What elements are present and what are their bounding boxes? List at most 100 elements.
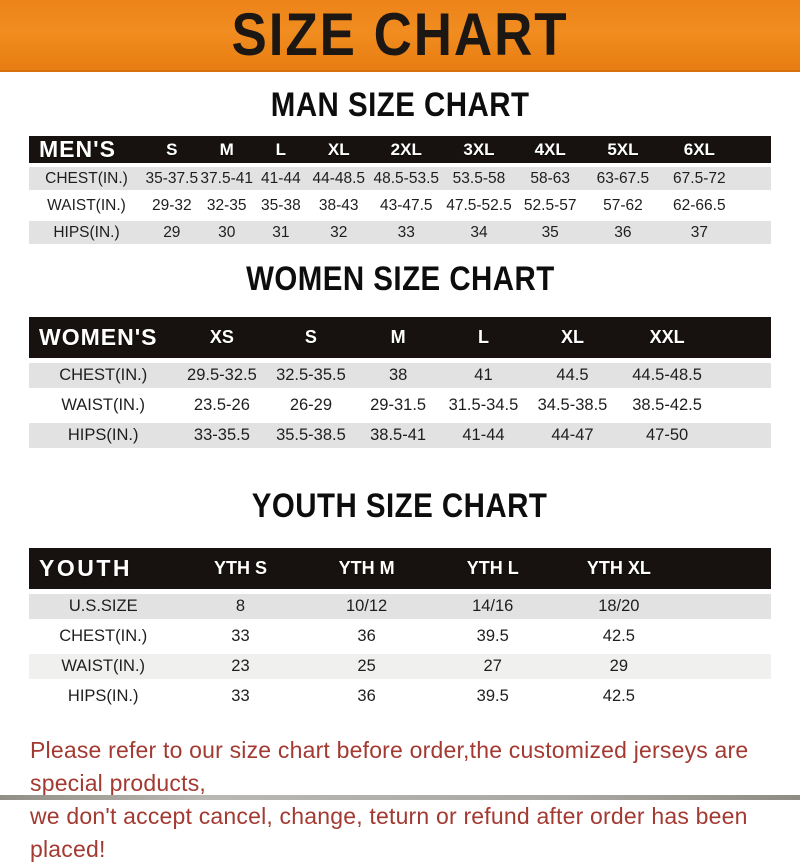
cell-value: 14/16 bbox=[429, 594, 556, 619]
cell-value: 39.5 bbox=[429, 624, 556, 649]
mens-header-row: MEN'S S M L XL 2XL 3XL 4XL 5XL 6XL bbox=[29, 136, 771, 163]
womens-table-row: HIPS(IN.) 33-35.5 35.5-38.5 38.5-41 41-44 44-… bbox=[29, 423, 771, 448]
cell-value: 33 bbox=[177, 624, 304, 649]
womens-table-row: CHEST(IN.) 29.5-32.5 32.5-35.5 38 41 44.5 44.5… bbox=[29, 363, 771, 388]
size-column-header: S bbox=[266, 317, 356, 358]
cell-value: 36 bbox=[303, 624, 430, 649]
row-label: CHEST(IN.) bbox=[29, 624, 178, 649]
cell-value: 44.5-48.5 bbox=[618, 363, 716, 388]
cell-value: 31 bbox=[253, 221, 308, 244]
filler-cell bbox=[715, 317, 771, 358]
size-column-header: 6XL bbox=[660, 136, 739, 163]
cell-value: 36 bbox=[585, 221, 661, 244]
youth-size-chart-title: YOUTH SIZE CHART bbox=[252, 485, 548, 526]
size-column-header: M bbox=[355, 317, 441, 358]
filler-cell bbox=[738, 167, 771, 190]
size-column-header: XL bbox=[307, 136, 370, 163]
size-column-header: 4XL bbox=[514, 136, 586, 163]
cell-value: 52.5-57 bbox=[514, 194, 586, 217]
mens-size-table: MEN'S S M L XL 2XL 3XL 4XL 5XL 6XL CHEST(IN.) 35-37… bbox=[29, 132, 771, 248]
cell-value: 47-50 bbox=[618, 423, 716, 448]
mens-table-row: HIPS(IN.) 29 30 31 32 33 34 35 36 37 bbox=[29, 221, 771, 244]
cell-value: 53.5-58 bbox=[442, 167, 515, 190]
cell-value: 38.5-42.5 bbox=[618, 393, 716, 418]
footer-note-line2: we don't accept cancel, change, teturn o… bbox=[30, 803, 748, 862]
youth-table-row: CHEST(IN.) 33 36 39.5 42.5 bbox=[29, 624, 771, 649]
cell-value: 31.5-34.5 bbox=[440, 393, 527, 418]
row-label: WAIST(IN.) bbox=[29, 194, 144, 217]
cell-value: 62-66.5 bbox=[660, 194, 739, 217]
cell-value: 33 bbox=[369, 221, 443, 244]
women-size-chart-title: WOMEN SIZE CHART bbox=[245, 258, 555, 299]
womens-size-table: WOMEN'S XS S M L XL XXL CHEST(IN.) 29.5-32.5 32.5… bbox=[29, 312, 771, 453]
filler-cell bbox=[681, 684, 771, 709]
footer-disclaimer: Please refer to our size chart before or… bbox=[30, 734, 800, 866]
row-label: HIPS(IN.) bbox=[29, 684, 178, 709]
cell-value: 29 bbox=[144, 221, 200, 244]
cell-value: 44-47 bbox=[526, 423, 619, 448]
cell-value: 63-67.5 bbox=[585, 167, 661, 190]
cell-value: 32 bbox=[307, 221, 370, 244]
cell-value: 38.5-41 bbox=[355, 423, 441, 448]
size-column-header: 5XL bbox=[585, 136, 661, 163]
cell-value: 41 bbox=[440, 363, 527, 388]
cell-value: 35-38 bbox=[253, 194, 308, 217]
size-column-header: XXL bbox=[618, 317, 716, 358]
size-column-header: S bbox=[144, 136, 200, 163]
size-column-header: L bbox=[253, 136, 308, 163]
bottom-edge-strip bbox=[0, 795, 800, 800]
cell-value: 34 bbox=[442, 221, 515, 244]
footer-note-line1: Please refer to our size chart before or… bbox=[30, 737, 749, 796]
youth-header-label: YOUTH bbox=[29, 548, 178, 589]
filler-cell bbox=[715, 363, 771, 388]
cell-value: 57-62 bbox=[585, 194, 661, 217]
filler-cell bbox=[715, 393, 771, 418]
filler-cell bbox=[681, 654, 771, 679]
size-column-header: YTH M bbox=[303, 548, 430, 589]
youth-table-row: U.S.SIZE 8 10/12 14/16 18/20 bbox=[29, 594, 771, 619]
cell-value: 42.5 bbox=[555, 624, 682, 649]
cell-value: 35-37.5 bbox=[144, 167, 200, 190]
cell-value: 32-35 bbox=[199, 194, 254, 217]
cell-value: 30 bbox=[199, 221, 254, 244]
filler-cell bbox=[738, 221, 771, 244]
cell-value: 29.5-32.5 bbox=[177, 363, 267, 388]
cell-value: 10/12 bbox=[303, 594, 430, 619]
womens-table-row: WAIST(IN.) 23.5-26 26-29 29-31.5 31.5-34.5 34… bbox=[29, 393, 771, 418]
size-column-header: M bbox=[199, 136, 254, 163]
cell-value: 43-47.5 bbox=[369, 194, 443, 217]
cell-value: 35 bbox=[514, 221, 586, 244]
row-label: HIPS(IN.) bbox=[29, 423, 178, 448]
cell-value: 27 bbox=[429, 654, 556, 679]
cell-value: 58-63 bbox=[514, 167, 586, 190]
size-column-header: L bbox=[440, 317, 527, 358]
cell-value: 18/20 bbox=[555, 594, 682, 619]
womens-header-label: WOMEN'S bbox=[29, 317, 178, 358]
row-label: CHEST(IN.) bbox=[29, 363, 178, 388]
cell-value: 41-44 bbox=[253, 167, 308, 190]
cell-value: 29 bbox=[555, 654, 682, 679]
row-label: CHEST(IN.) bbox=[29, 167, 144, 190]
filler-cell bbox=[681, 594, 771, 619]
cell-value: 37.5-41 bbox=[199, 167, 254, 190]
cell-value: 42.5 bbox=[555, 684, 682, 709]
cell-value: 25 bbox=[303, 654, 430, 679]
cell-value: 41-44 bbox=[440, 423, 527, 448]
size-column-header: YTH L bbox=[429, 548, 556, 589]
size-chart-banner: SIZE CHART bbox=[0, 0, 800, 72]
cell-value: 48.5-53.5 bbox=[369, 167, 443, 190]
cell-value: 32.5-35.5 bbox=[266, 363, 356, 388]
filler-cell bbox=[715, 423, 771, 448]
cell-value: 23 bbox=[177, 654, 304, 679]
cell-value: 38 bbox=[355, 363, 441, 388]
size-chart-title: SIZE CHART bbox=[231, 1, 569, 69]
size-column-header: 3XL bbox=[442, 136, 515, 163]
filler-cell bbox=[738, 136, 771, 163]
cell-value: 35.5-38.5 bbox=[266, 423, 356, 448]
mens-table-row: WAIST(IN.) 29-32 32-35 35-38 38-43 43-47.5 47.… bbox=[29, 194, 771, 217]
youth-table-row: HIPS(IN.) 33 36 39.5 42.5 bbox=[29, 684, 771, 709]
cell-value: 44-48.5 bbox=[307, 167, 370, 190]
size-column-header: XS bbox=[177, 317, 267, 358]
cell-value: 38-43 bbox=[307, 194, 370, 217]
mens-header-label: MEN'S bbox=[29, 136, 144, 163]
